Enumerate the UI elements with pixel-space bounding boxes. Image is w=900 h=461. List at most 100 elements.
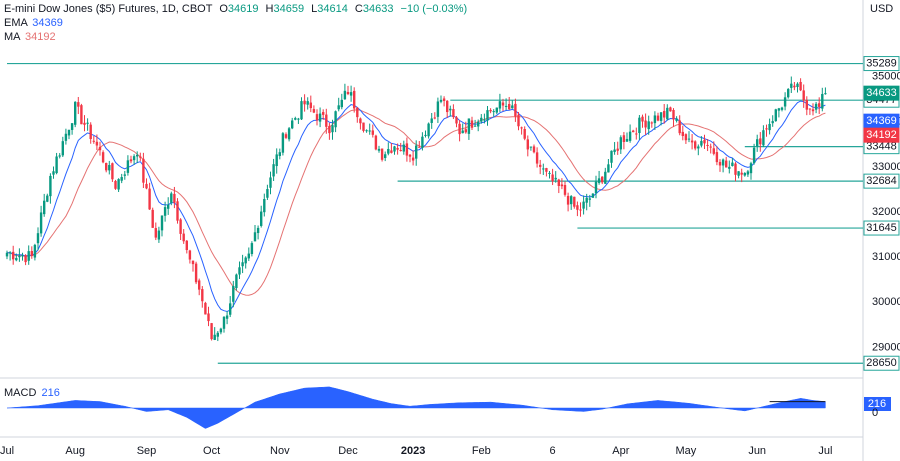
candle[interactable] bbox=[616, 141, 619, 155]
candle[interactable] bbox=[464, 121, 467, 134]
candle[interactable] bbox=[21, 252, 24, 261]
candle[interactable] bbox=[523, 126, 526, 141]
candle[interactable] bbox=[576, 201, 579, 217]
candle[interactable] bbox=[740, 168, 743, 183]
candle[interactable] bbox=[151, 207, 154, 228]
candle[interactable] bbox=[278, 148, 281, 160]
candle[interactable] bbox=[746, 169, 750, 177]
candle[interactable] bbox=[201, 286, 204, 308]
candle[interactable] bbox=[24, 254, 27, 266]
candle[interactable] bbox=[777, 107, 781, 118]
candle[interactable] bbox=[424, 130, 427, 138]
candle[interactable] bbox=[145, 178, 148, 190]
candle[interactable] bbox=[669, 106, 672, 112]
candle[interactable] bbox=[706, 139, 709, 152]
candle[interactable] bbox=[455, 115, 458, 128]
candle[interactable] bbox=[194, 261, 198, 285]
candle[interactable] bbox=[579, 202, 582, 217]
candle[interactable] bbox=[331, 119, 334, 140]
candle[interactable] bbox=[98, 141, 102, 156]
candle[interactable] bbox=[343, 83, 347, 100]
candle[interactable] bbox=[312, 105, 316, 114]
candle[interactable] bbox=[511, 100, 514, 109]
candle[interactable] bbox=[787, 88, 790, 99]
candle[interactable] bbox=[303, 94, 306, 112]
candle[interactable] bbox=[694, 140, 697, 151]
candle[interactable] bbox=[504, 98, 508, 111]
candle[interactable] bbox=[393, 145, 396, 155]
candle[interactable] bbox=[111, 162, 114, 182]
candle[interactable] bbox=[588, 194, 591, 207]
candle[interactable] bbox=[287, 126, 291, 142]
candle[interactable] bbox=[647, 115, 650, 135]
candle[interactable] bbox=[467, 118, 471, 140]
candle[interactable] bbox=[793, 82, 796, 91]
candle[interactable] bbox=[712, 141, 715, 156]
candle[interactable] bbox=[526, 135, 529, 157]
candle[interactable] bbox=[802, 84, 805, 108]
candle[interactable] bbox=[554, 171, 557, 183]
candle[interactable] bbox=[325, 108, 328, 134]
candle[interactable] bbox=[309, 95, 312, 113]
candle[interactable] bbox=[672, 108, 675, 127]
candle[interactable] bbox=[473, 119, 477, 127]
candle[interactable] bbox=[737, 171, 740, 179]
candle[interactable] bbox=[461, 123, 464, 134]
candle[interactable] bbox=[780, 106, 784, 112]
candle[interactable] bbox=[284, 132, 288, 140]
candle[interactable] bbox=[821, 87, 824, 112]
candle[interactable] bbox=[188, 249, 192, 264]
candle[interactable] bbox=[272, 158, 275, 182]
candle[interactable] bbox=[622, 131, 626, 150]
candle[interactable] bbox=[591, 193, 595, 198]
candle[interactable] bbox=[222, 316, 226, 333]
candle[interactable] bbox=[517, 112, 520, 131]
candle[interactable] bbox=[774, 108, 777, 122]
candle[interactable] bbox=[501, 98, 505, 112]
candle[interactable] bbox=[216, 331, 219, 342]
ema-legend[interactable]: EMA 34369 bbox=[4, 17, 63, 29]
candle[interactable] bbox=[167, 197, 170, 215]
candle[interactable] bbox=[105, 162, 108, 173]
candle[interactable] bbox=[300, 97, 303, 120]
candle[interactable] bbox=[613, 142, 616, 155]
candle[interactable] bbox=[607, 159, 610, 173]
candle[interactable] bbox=[260, 205, 263, 228]
candle[interactable] bbox=[659, 112, 663, 126]
candle[interactable] bbox=[377, 145, 381, 153]
candle[interactable] bbox=[114, 179, 117, 190]
candle[interactable] bbox=[275, 148, 278, 174]
candle[interactable] bbox=[610, 150, 613, 168]
candle[interactable] bbox=[46, 193, 49, 203]
candle[interactable] bbox=[628, 124, 632, 143]
candle[interactable] bbox=[684, 133, 688, 144]
candle[interactable] bbox=[666, 104, 669, 121]
candle[interactable] bbox=[718, 159, 722, 172]
candle[interactable] bbox=[771, 115, 774, 127]
candle[interactable] bbox=[294, 116, 297, 121]
candle[interactable] bbox=[129, 155, 133, 164]
candle[interactable] bbox=[359, 117, 362, 130]
time-axis[interactable]: Jul Aug Sep Oct Nov Dec 2023 Feb 6 Apr May Jun Jul bbox=[0, 445, 832, 457]
candle[interactable] bbox=[604, 167, 607, 184]
candle[interactable] bbox=[92, 135, 95, 144]
candle[interactable] bbox=[207, 306, 210, 327]
candle[interactable] bbox=[86, 118, 89, 131]
candle[interactable] bbox=[449, 105, 452, 117]
candle[interactable] bbox=[12, 245, 15, 265]
candle[interactable] bbox=[411, 150, 415, 166]
candle[interactable] bbox=[545, 167, 548, 177]
candle[interactable] bbox=[585, 193, 588, 211]
candle[interactable] bbox=[709, 143, 712, 154]
candle[interactable] bbox=[728, 160, 731, 174]
candle[interactable] bbox=[700, 136, 703, 148]
ma-legend[interactable]: MA 34192 bbox=[4, 31, 56, 43]
candle[interactable] bbox=[266, 184, 269, 201]
candle[interactable] bbox=[452, 104, 455, 120]
candle[interactable] bbox=[191, 260, 195, 272]
candle[interactable] bbox=[132, 154, 136, 165]
candle[interactable] bbox=[27, 245, 30, 265]
candle[interactable] bbox=[632, 129, 635, 133]
candle[interactable] bbox=[334, 110, 337, 133]
candle[interactable] bbox=[77, 96, 80, 115]
